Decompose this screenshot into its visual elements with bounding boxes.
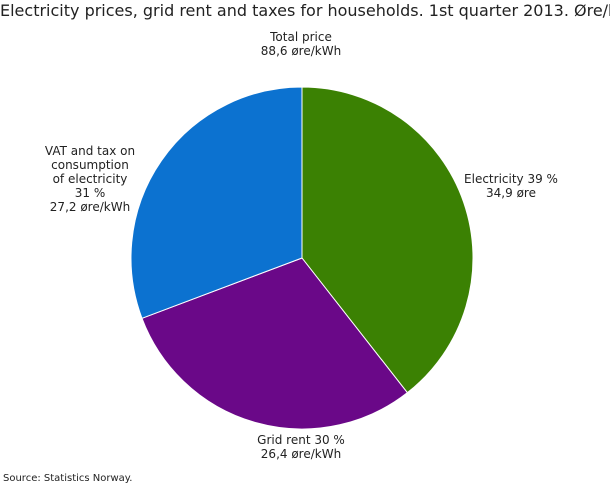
slice-label-grid-rent: Grid rent 30 % 26,4 øre/kWh: [230, 433, 372, 461]
slice-label-vat-line5: 27,2 øre/kWh: [49, 200, 131, 214]
slice-label-electricity-line1: Electricity 39 %: [464, 172, 558, 186]
slice-label-grid-rent-line1: Grid rent 30 %: [257, 433, 345, 447]
pie-slice-grid: [141, 257, 408, 430]
pie-slice-vat: [130, 86, 303, 319]
total-price-label-line1: Total price: [270, 30, 332, 44]
total-price-label: Total price 88,6 øre/kWh: [230, 30, 372, 58]
chart-title: Electricity prices, grid rent and taxes …: [0, 1, 610, 20]
slice-label-electricity: Electricity 39 % 34,9 øre: [452, 172, 570, 200]
slice-label-vat-line4: 31 %: [74, 186, 106, 200]
source-note: Source: Statistics Norway.: [3, 473, 133, 484]
slice-label-vat: VAT and tax on consumption of electricit…: [30, 144, 150, 214]
slice-label-electricity-line2: 34,9 øre: [486, 186, 536, 200]
slice-label-vat-line3: of electricity: [52, 172, 128, 186]
pie-slice-electricity: [301, 86, 474, 394]
slice-label-vat-line2: consumption: [51, 158, 129, 172]
slice-label-grid-rent-line2: 26,4 øre/kWh: [260, 447, 342, 461]
total-price-label-line2: 88,6 øre/kWh: [260, 44, 342, 58]
slice-label-vat-line1: VAT and tax on: [44, 144, 136, 158]
